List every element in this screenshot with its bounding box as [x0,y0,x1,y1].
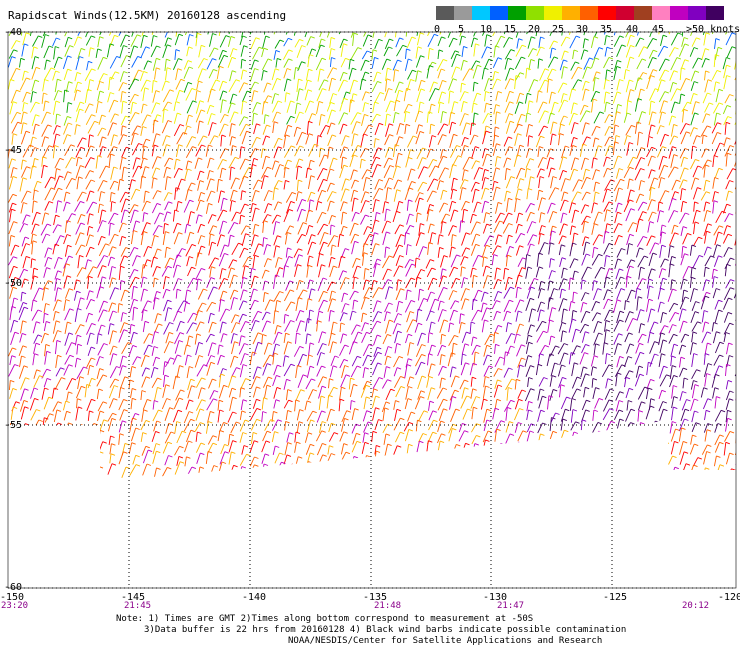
colorbar-swatch [526,6,544,20]
colorbar-tick: 30 [576,24,589,35]
colorbar-swatch [688,6,706,20]
map-frame [7,31,737,589]
longitude-label: -130 [483,592,508,603]
colorbar-tick: 25 [552,24,565,35]
colorbar-swatch [508,6,526,20]
colorbar-swatch [580,6,598,20]
time-label: 23:20 [1,601,29,611]
longitude-label: -135 [363,592,388,603]
colorbar-tick: 20 [528,24,541,35]
note-line: Note: 1) Times are GMT 2)Times along bot… [116,614,534,624]
colorbar-swatch [598,6,616,20]
colorbar-swatch [670,6,688,20]
colorbar-tick: 5 [458,24,465,35]
longitude-label: -125 [603,592,628,603]
colorbar-unit-label: >50 knots [686,24,740,35]
note-line: NOAA/NESDIS/Center for Satellite Applica… [288,636,603,646]
longitude-label: -120 [718,592,740,603]
map-title: Rapidscat Winds(12.5KM) 20160128 ascendi… [8,9,287,22]
colorbar-swatch [436,6,454,20]
wind-barbs [8,32,736,479]
colorbar-swatch [634,6,652,20]
time-label: 21:47 [497,601,525,611]
wind-speed-colorbar: 0 5 10 15 20 25 30 35 40 45 >50 knots [434,6,740,35]
time-label: 21:48 [374,601,402,611]
colorbar-tick: 45 [652,24,665,35]
colorbar-tick: 0 [434,24,441,35]
latitude-label: -55 [4,420,23,431]
latitude-label: -40 [4,27,23,38]
latitude-label: -45 [4,145,23,156]
note-line: 3)Data buffer is 22 hrs from 20160128 4)… [144,625,627,635]
colorbar-tick: 35 [600,24,613,35]
colorbar-swatch [652,6,670,20]
longitude-label: -145 [121,592,146,603]
colorbar-swatch [544,6,562,20]
colorbar-swatch [562,6,580,20]
colorbar-swatch [490,6,508,20]
longitude-label: -140 [242,592,267,603]
latitude-label: -50 [4,278,23,289]
colorbar-swatch [454,6,472,20]
colorbar-swatch [616,6,634,20]
colorbar-swatch [472,6,490,20]
time-label: 20:12 [682,601,710,611]
longitude-label: -150 [0,592,25,603]
colorbar-tick: 10 [480,24,493,35]
latitude-label: -60 [4,582,23,593]
colorbar-tick: 15 [504,24,517,35]
time-label: 21:45 [124,601,152,611]
colorbar-swatch [706,6,724,20]
colorbar-tick: 40 [626,24,639,35]
